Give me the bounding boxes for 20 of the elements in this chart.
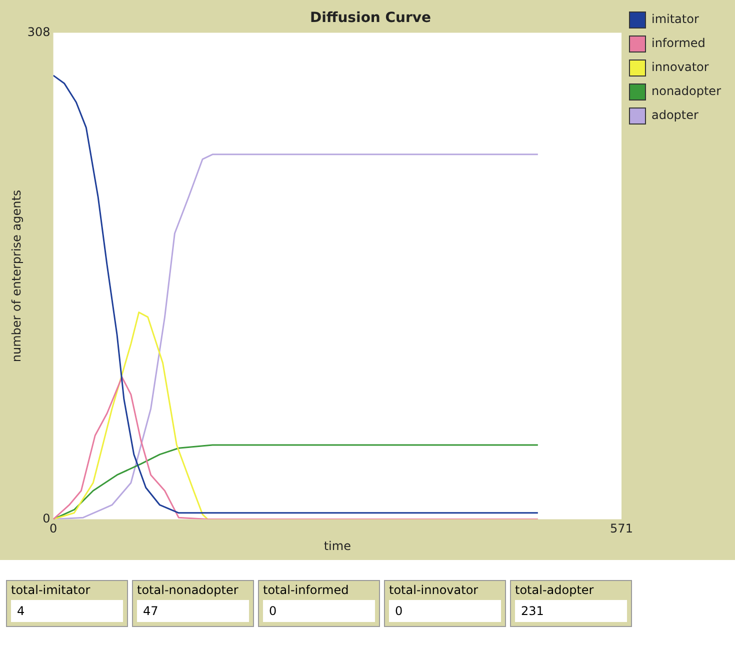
text: total-imitator [11,583,92,597]
text: 231 [515,600,627,622]
text: total-adopter [515,583,595,597]
text: 4 [11,600,123,622]
y-axis-title: number of enterprise agents [9,190,24,362]
text: total-innovator [389,583,480,597]
text: 47 [137,600,249,622]
x-tick-label: 571 [610,522,633,536]
legend-label: imitator [651,12,699,26]
legend-label: informed [651,36,706,50]
text: 0 [389,600,501,622]
legend-label: innovator [651,60,709,74]
legend-label: nonadopter [651,84,722,98]
text: total-informed [263,583,350,597]
y-tick-label: 308 [27,24,50,39]
chart-title: Diffusion Curve [310,10,432,26]
legend-label: adopter [651,108,699,122]
text: 0 [263,600,375,622]
text: total-nonadopter [137,583,240,597]
x-axis-title: time [324,538,351,553]
